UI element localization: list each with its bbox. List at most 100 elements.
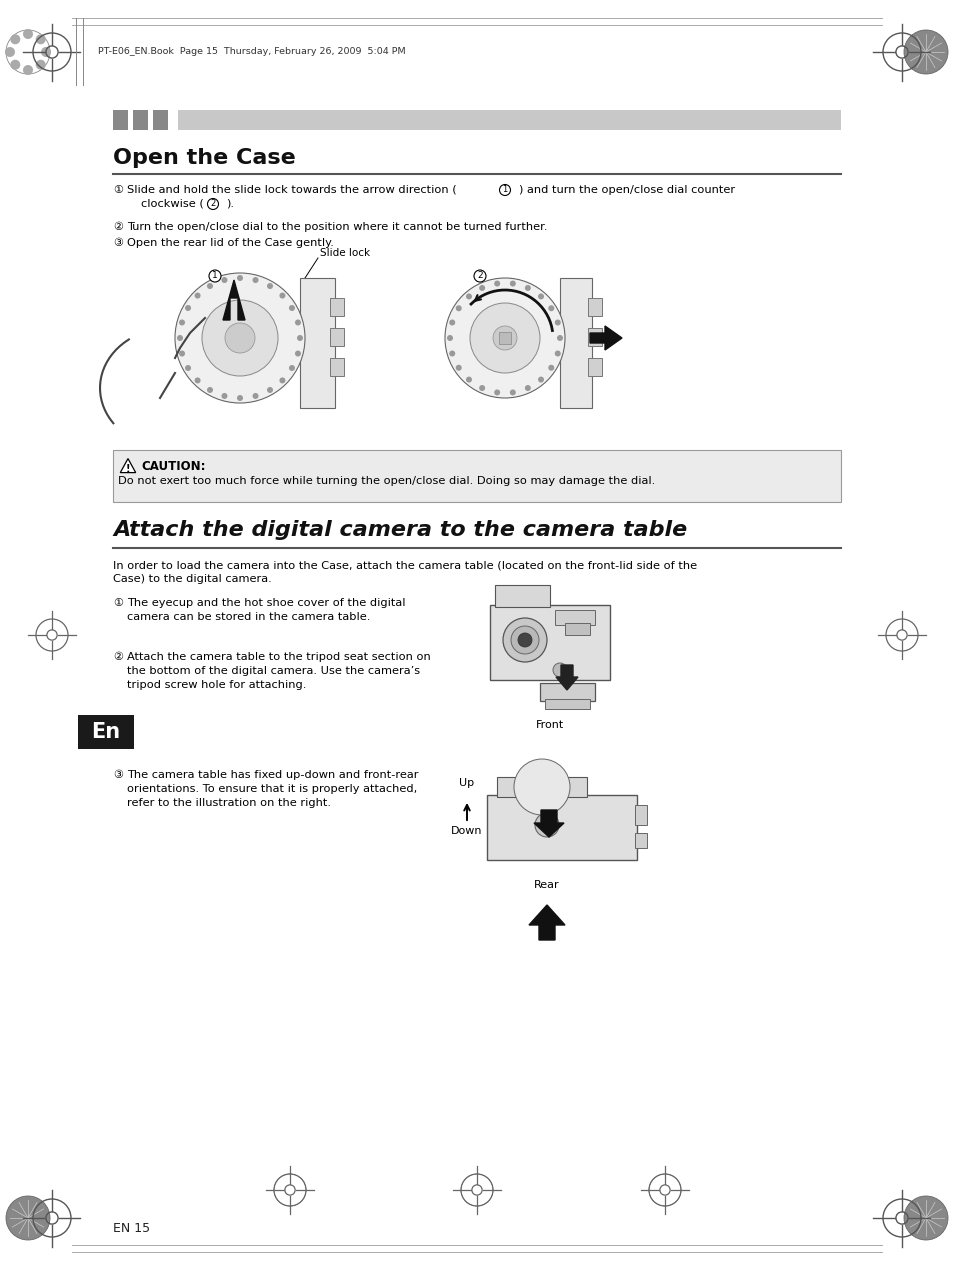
Text: Case) to the digital camera.: Case) to the digital camera. [112,574,272,584]
Bar [497,777,586,798]
Bar [564,624,589,635]
Circle shape [509,281,516,287]
Circle shape [185,364,191,371]
Text: En: En [91,723,120,742]
Text: Attach the digital camera to the camera table: Attach the digital camera to the camera … [112,519,686,540]
Bar [587,328,601,345]
Text: PT-E06_EN.Book  Page 15  Thursday, February 26, 2009  5:04 PM: PT-E06_EN.Book Page 15 Thursday, Februar… [98,47,405,56]
Circle shape [465,293,472,300]
Circle shape [548,305,554,311]
Circle shape [10,34,20,44]
Circle shape [225,323,254,353]
Bar [587,358,601,376]
Circle shape [296,335,303,342]
Text: 2: 2 [476,272,482,281]
Text: Up: Up [459,779,474,787]
Polygon shape [529,906,564,940]
Text: ③: ③ [112,237,123,248]
Bar [559,278,592,408]
Bar [112,450,841,502]
Text: In order to load the camera into the Case, attach the camera table (located on t: In order to load the camera into the Cas… [112,560,697,570]
Text: Slide and hold the slide lock towards the arrow direction (: Slide and hold the slide lock towards th… [127,185,456,196]
Text: EN 15: EN 15 [112,1222,150,1234]
Bar [498,331,511,344]
Text: ③: ③ [112,770,123,780]
Text: ①: ① [112,185,123,196]
Text: 2: 2 [211,199,215,208]
Text: ) and turn the open/close dial counter: ) and turn the open/close dial counter [518,185,735,196]
Text: The eyecup and the hot shoe cover of the digital: The eyecup and the hot shoe cover of the… [127,598,405,608]
Text: ②: ② [112,222,123,232]
Circle shape [456,364,461,371]
Text: Open the Case: Open the Case [112,149,295,168]
Circle shape [465,377,472,382]
Circle shape [236,276,243,281]
Circle shape [493,326,517,351]
Circle shape [221,277,227,283]
Text: The camera table has fixed up-down and front-rear: The camera table has fixed up-down and f… [127,770,418,780]
Circle shape [174,273,305,403]
Circle shape [903,30,947,74]
Circle shape [207,283,213,290]
Text: CAUTION:: CAUTION: [141,460,205,472]
Polygon shape [120,458,135,472]
Circle shape [10,60,20,70]
Circle shape [535,813,558,837]
Circle shape [499,184,510,196]
Circle shape [177,335,183,342]
Circle shape [23,65,33,75]
Circle shape [41,47,51,57]
Text: ②: ② [112,652,123,662]
Circle shape [207,387,213,392]
Bar [178,110,841,130]
Circle shape [548,364,554,371]
Circle shape [179,351,185,357]
Text: Front: Front [536,720,563,730]
Circle shape [289,305,294,311]
Circle shape [449,351,455,357]
Text: ).: ). [226,199,233,210]
Circle shape [289,364,294,371]
Text: Rear: Rear [534,880,559,890]
Circle shape [524,284,530,291]
Bar [330,328,344,345]
Bar [299,278,335,408]
Bar [132,110,148,130]
Circle shape [294,320,300,325]
Circle shape [494,390,499,395]
Text: refer to the illustration on the right.: refer to the illustration on the right. [127,798,331,808]
Text: !: ! [126,464,131,474]
Circle shape [478,284,485,291]
Polygon shape [534,810,563,837]
Circle shape [253,392,258,399]
Bar [555,610,595,625]
Circle shape [208,198,218,210]
Circle shape [279,292,285,298]
Circle shape [194,377,200,384]
Circle shape [23,29,33,39]
Circle shape [514,759,569,815]
Circle shape [267,387,273,392]
Bar [330,358,344,376]
Polygon shape [556,665,578,690]
Circle shape [478,385,485,391]
Text: orientations. To ensure that it is properly attached,: orientations. To ensure that it is prope… [127,784,416,794]
Circle shape [202,300,277,376]
Circle shape [35,34,46,44]
Circle shape [449,320,455,325]
Circle shape [267,283,273,290]
Circle shape [553,663,566,677]
Bar [112,110,128,130]
Circle shape [253,277,258,283]
Circle shape [903,1196,947,1240]
Circle shape [5,47,15,57]
Polygon shape [223,279,245,320]
Text: tripod screw hole for attaching.: tripod screw hole for attaching. [127,679,306,690]
Circle shape [537,293,543,300]
Circle shape [470,304,539,373]
Bar [635,805,646,826]
Circle shape [447,335,453,342]
Circle shape [456,305,461,311]
Text: ①: ① [112,598,123,608]
Text: Slide lock: Slide lock [319,248,370,258]
